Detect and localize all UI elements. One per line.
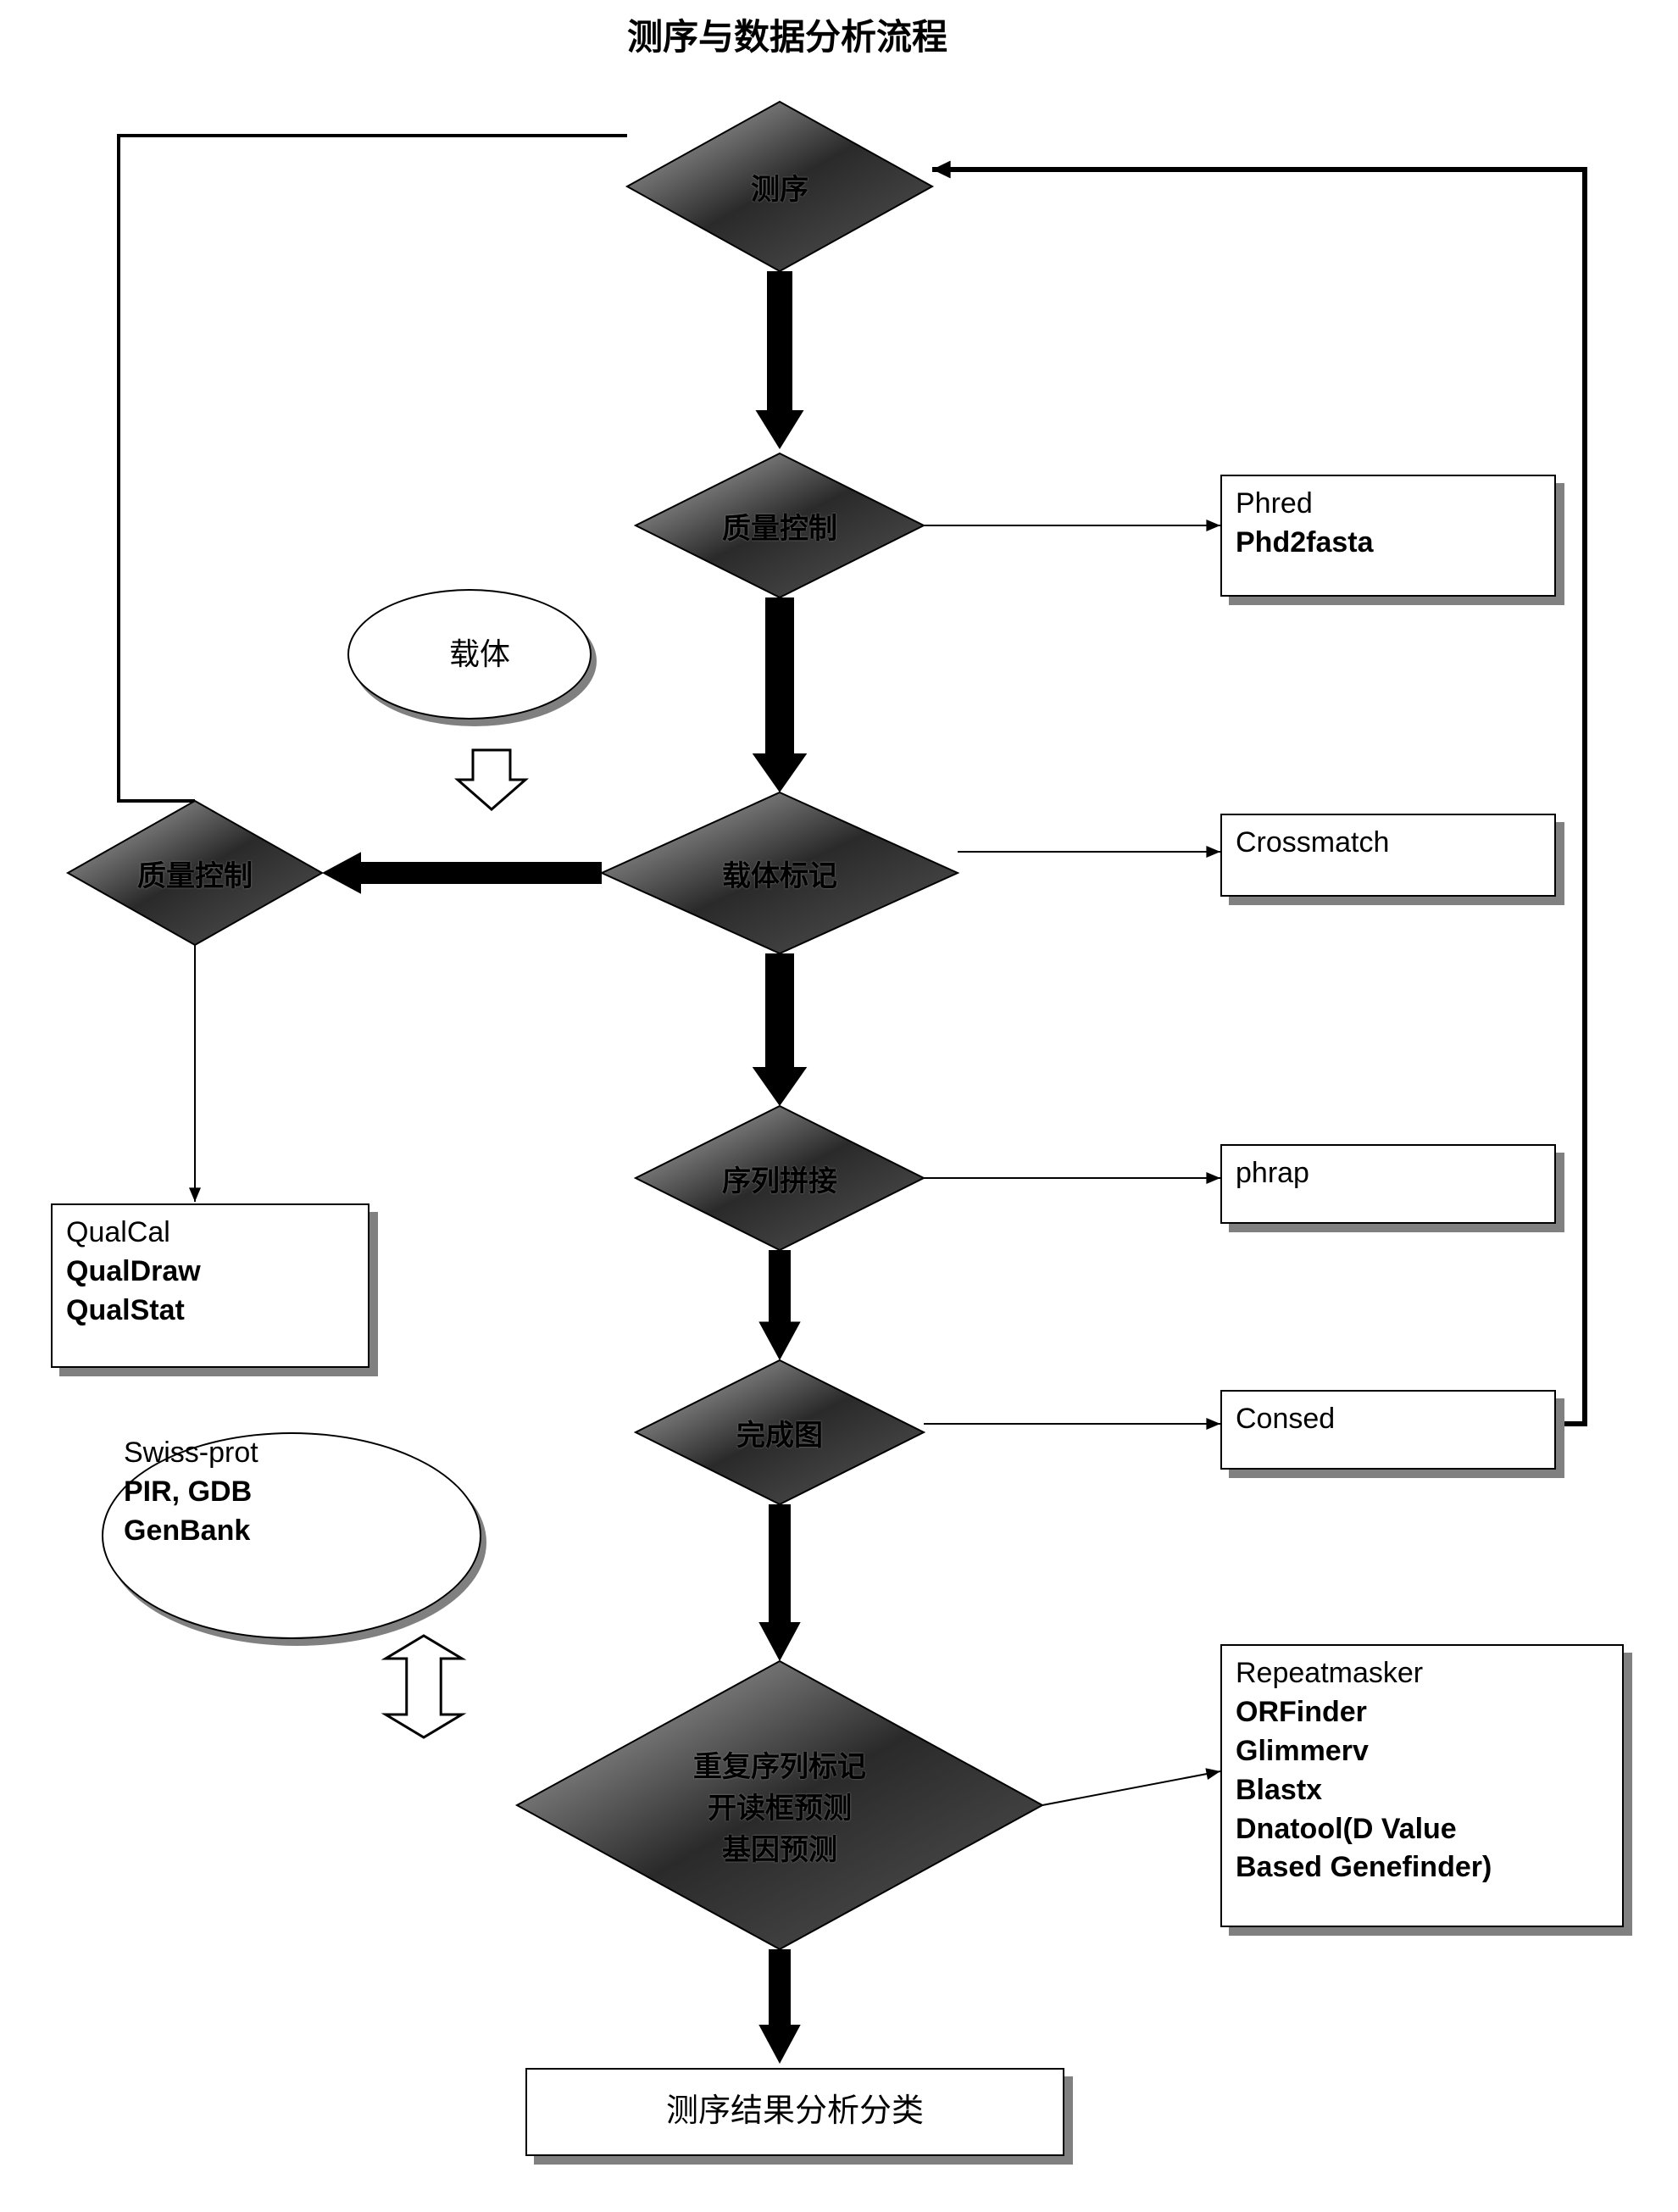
ellipse-e1: 载体 <box>347 589 592 720</box>
thick-arrow <box>758 1504 800 1661</box>
hollow-arrow <box>386 1636 462 1737</box>
ellipse-line: GenBank <box>124 1512 250 1551</box>
thick-arrow <box>753 597 808 792</box>
box-b4: Consed <box>1220 1390 1556 1470</box>
box-line: QualDraw <box>66 1253 354 1292</box>
box-line: phrap <box>1236 1154 1541 1193</box>
thick-arrow <box>322 852 602 893</box>
diamond-dq <box>68 801 322 945</box>
diamond-d4 <box>636 1106 924 1250</box>
box-line: Phred <box>1236 485 1541 524</box>
box-result: 测序结果分析分类 <box>525 2068 1064 2156</box>
box-b5: RepeatmaskerORFinderGlimmervBlastxDnatoo… <box>1220 1644 1624 1927</box>
box-b1: PhredPhd2fasta <box>1220 475 1556 597</box>
ellipse-e2: Swiss-protPIR, GDBGenBank <box>102 1432 481 1639</box>
box-b2: Crossmatch <box>1220 814 1556 897</box>
box-b3: phrap <box>1220 1144 1556 1224</box>
thick-arrow <box>756 271 804 449</box>
box-line: Phd2fasta <box>1236 524 1541 563</box>
box-line: Dnatool(D Value <box>1236 1810 1609 1849</box>
diamond-d5 <box>636 1360 924 1504</box>
box-line: QualStat <box>66 1292 354 1331</box>
ellipse-line: Swiss-prot <box>124 1434 258 1473</box>
box-line: Glimmerv <box>1236 1732 1609 1771</box>
box-line: Crossmatch <box>1236 824 1541 863</box>
box-bq: QualCalQualDrawQualStat <box>51 1203 369 1368</box>
diamond-d6 <box>517 1661 1042 1949</box>
ellipse-line: PIR, GDB <box>124 1473 252 1512</box>
flowchart-canvas: 测序与数据分析流程 测序质量控制载体标记序列拼接完成图重复序列标记 开读框预测 … <box>0 0 1678 2212</box>
box-line: ORFinder <box>1236 1693 1609 1732</box>
box-line: Blastx <box>1236 1771 1609 1810</box>
thick-arrow <box>753 953 808 1106</box>
hollow-arrow <box>458 750 525 809</box>
diamond-d2 <box>636 453 924 597</box>
diamond-d1 <box>627 102 932 271</box>
box-line: Based Genefinder) <box>1236 1848 1609 1887</box>
box-line: Consed <box>1236 1400 1541 1439</box>
box-line: QualCal <box>66 1214 354 1253</box>
diamond-d3 <box>602 792 958 953</box>
thick-arrow <box>758 1949 800 2064</box>
thick-arrow <box>758 1250 800 1360</box>
box-line: Repeatmasker <box>1236 1654 1609 1693</box>
